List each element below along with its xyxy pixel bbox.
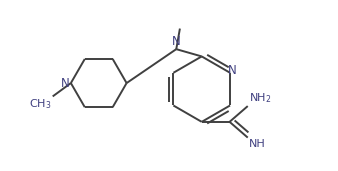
Text: NH: NH xyxy=(249,139,265,149)
Text: N: N xyxy=(61,77,69,90)
Text: CH$_3$: CH$_3$ xyxy=(29,97,52,111)
Text: N: N xyxy=(227,64,236,77)
Text: N: N xyxy=(171,35,180,48)
Text: NH$_2$: NH$_2$ xyxy=(249,91,271,105)
